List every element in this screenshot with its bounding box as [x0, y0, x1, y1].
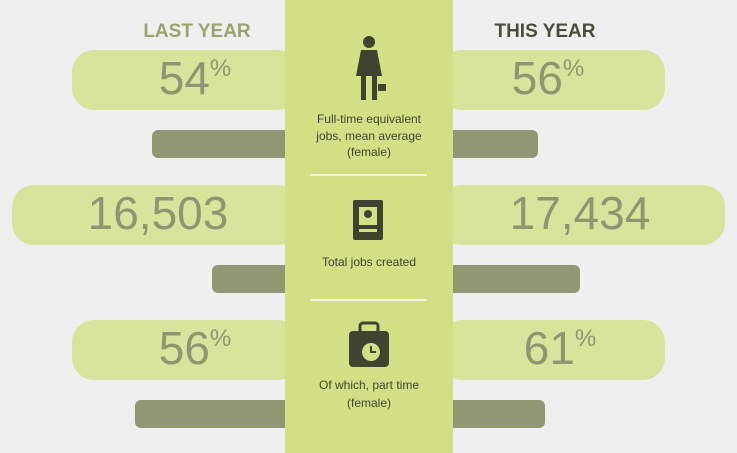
- row-label: (female): [347, 145, 391, 159]
- bar-right: [440, 400, 545, 428]
- row-label: Full-time equivalent: [317, 112, 422, 126]
- row-label: jobs, mean average: [315, 129, 422, 143]
- value: 54: [159, 52, 210, 104]
- value: 61: [524, 322, 575, 374]
- bar-right: [440, 265, 580, 293]
- pill-right: [440, 185, 725, 245]
- icon-clock-hands: [370, 346, 376, 353]
- unit: %: [575, 325, 596, 352]
- icon-woman-body: [356, 50, 382, 100]
- bar-right: [440, 130, 538, 158]
- value: 16,503: [88, 187, 229, 239]
- bar-left: [212, 265, 300, 293]
- pill-left: [72, 320, 300, 380]
- bar-left: [152, 130, 300, 158]
- icon-woman-head: [363, 36, 375, 48]
- icon-woman-bag: [378, 84, 386, 91]
- value-left: 56%: [159, 322, 232, 374]
- value: 56: [512, 52, 563, 104]
- pill-left: [72, 50, 300, 110]
- pill-left: [12, 185, 300, 245]
- header-left: LAST YEAR: [143, 21, 251, 42]
- icon-badge-line: [359, 229, 377, 232]
- unit: %: [210, 325, 231, 352]
- header-right: THIS YEAR: [494, 21, 595, 42]
- value-left: 16,503: [88, 187, 229, 239]
- row-label: (female): [347, 396, 391, 410]
- value-right: 56%: [512, 52, 585, 104]
- value-right: 61%: [524, 322, 597, 374]
- bar-left: [135, 400, 300, 428]
- value-right: 17,434: [510, 187, 651, 239]
- value: 17,434: [510, 187, 651, 239]
- value: 56: [159, 322, 210, 374]
- unit: %: [210, 55, 231, 82]
- value-left: 54%: [159, 52, 232, 104]
- row-label: Of which, part time: [319, 378, 419, 392]
- row-label: Total jobs created: [322, 255, 416, 269]
- pill-right: [440, 320, 665, 380]
- unit: %: [563, 55, 584, 82]
- pill-right: [440, 50, 665, 110]
- icon-badge-face: [364, 210, 372, 218]
